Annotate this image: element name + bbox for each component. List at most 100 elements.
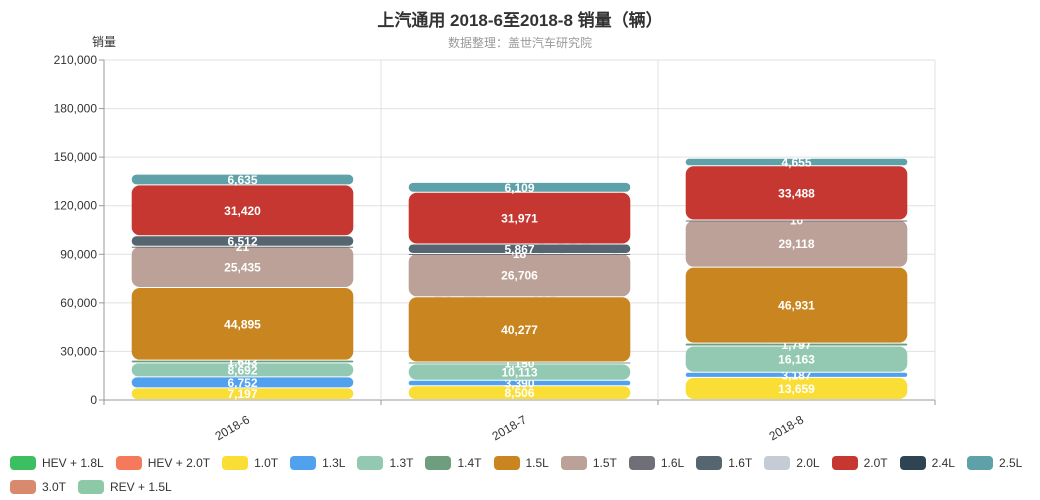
bar-segment: [131, 377, 354, 388]
y-tick-label: 30,000: [60, 344, 97, 358]
legend-item[interactable]: 3.0T: [10, 478, 66, 496]
legend-item[interactable]: 1.6L: [628, 454, 685, 472]
legend-label: 1.5T: [592, 456, 617, 470]
legend-item[interactable]: REV + 1.5L: [78, 478, 172, 496]
data-label: 6,109: [504, 181, 534, 195]
bar-segment: [408, 244, 631, 254]
bar-segment: [131, 246, 354, 287]
data-label: 26,706: [501, 269, 538, 283]
y-axis-label: 销量: [92, 35, 117, 49]
legend-label: 1.6T: [728, 456, 753, 470]
legend-label: REV + 1.5L: [110, 480, 172, 494]
legend-swatch: [696, 456, 723, 470]
legend-swatch: [899, 456, 926, 470]
y-tick-label: 210,000: [54, 53, 98, 67]
bar-segment: [131, 236, 354, 246]
legend-swatch: [493, 456, 520, 470]
legend-label: 3.0T: [42, 480, 67, 494]
legend-item[interactable]: 2.4L: [899, 454, 955, 472]
bar-segment: [408, 182, 631, 192]
legend-label: 1.0T: [254, 456, 279, 470]
bar-segment: [408, 380, 631, 386]
data-label: 33,488: [778, 186, 815, 200]
data-label: 10,113: [501, 366, 537, 380]
data-label: 44,895: [224, 317, 261, 331]
data-label: 46,931: [778, 299, 815, 313]
legend-item[interactable]: 1.3L: [290, 454, 345, 472]
bar-segment: [685, 166, 908, 220]
data-label: 4,655: [781, 156, 811, 170]
legend-label: 2.0L: [796, 456, 820, 470]
data-label: 8,506: [504, 386, 534, 400]
bar-segment: [685, 343, 908, 346]
bar-segment: [685, 220, 908, 222]
bar-segment: [131, 388, 354, 399]
legend-swatch: [78, 480, 105, 494]
legend-item[interactable]: 2.0L: [764, 454, 820, 472]
legend-label: 1.5L: [525, 456, 549, 470]
bar-segment: [408, 297, 631, 362]
bar-segment: [408, 254, 631, 297]
bar-segment: [131, 174, 354, 185]
data-label: 5,867: [504, 242, 534, 256]
data-label: 6,752: [227, 376, 257, 390]
legend-swatch: [628, 456, 655, 470]
legend-swatch: [10, 456, 36, 470]
legend-swatch: [425, 456, 452, 470]
data-label: 13,659: [778, 382, 815, 396]
data-label: 29,118: [778, 237, 814, 251]
legend-label: 2.4L: [931, 456, 955, 470]
legend-item[interactable]: HEV + 1.8L: [10, 454, 104, 472]
legend-item[interactable]: 1.0T: [222, 454, 278, 472]
legend-item[interactable]: HEV + 2.0T: [115, 454, 211, 472]
bar-segment: [408, 192, 631, 244]
data-label: 3,187: [781, 368, 811, 382]
legend-item[interactable]: 2.5L: [966, 454, 1023, 472]
legend-item[interactable]: 1.3T: [357, 454, 413, 472]
legend-swatch: [222, 456, 249, 470]
x-tick-label: 2018-8: [767, 412, 807, 443]
legend-label: 1.6L: [660, 456, 685, 470]
data-label: 31,420: [224, 204, 261, 218]
legend-label: 1.4T: [457, 456, 482, 470]
bar-segment: [685, 372, 908, 377]
legend-label: 1.3T: [389, 456, 414, 470]
legend-item[interactable]: 1.6T: [696, 454, 752, 472]
legend-swatch: [290, 456, 317, 470]
y-tick-label: 0: [90, 393, 97, 407]
bar-segment: [131, 363, 354, 377]
bar-segment: [131, 185, 354, 236]
chart-title: 上汽通用 2018-6至2018-8 销量（辆）: [377, 11, 663, 30]
bar-segment: [685, 158, 908, 166]
bar-segment: [408, 254, 631, 256]
bar-segment: [408, 386, 631, 399]
bar-segment: [685, 377, 908, 399]
legend-label: 2.5L: [998, 456, 1023, 470]
legend-swatch: [115, 456, 142, 470]
legend-item[interactable]: 1.5T: [560, 454, 617, 472]
data-label: 6,635: [227, 173, 257, 187]
data-label: 7,197: [227, 387, 257, 401]
legend-label: HEV + 2.0T: [147, 456, 211, 470]
legend-item[interactable]: 1.4T: [425, 454, 482, 472]
legend-swatch: [10, 480, 36, 494]
legend-swatch: [831, 456, 858, 470]
x-tick-label: 2018-7: [490, 412, 530, 443]
legend-item[interactable]: 1.5L: [493, 454, 549, 472]
y-tick-label: 60,000: [60, 296, 97, 310]
bar-segment: [685, 346, 908, 372]
bar-segment: [131, 287, 354, 360]
data-label: 3,390: [504, 376, 534, 390]
bar-segment: [408, 364, 631, 380]
bar-segment: [685, 267, 908, 343]
y-tick-label: 150,000: [54, 150, 98, 164]
y-tick-label: 90,000: [60, 247, 97, 261]
data-label: 16,163: [778, 353, 815, 367]
bar-segment: [131, 246, 354, 248]
chart-subtitle: 数据整理：盖世汽车研究院: [447, 36, 592, 50]
bar-segment: [131, 360, 354, 363]
legend-label: HEV + 1.8L: [42, 456, 104, 470]
legend-swatch: [560, 456, 587, 470]
legend-item[interactable]: 2.0T: [831, 454, 888, 472]
bar-segment: [408, 362, 631, 364]
